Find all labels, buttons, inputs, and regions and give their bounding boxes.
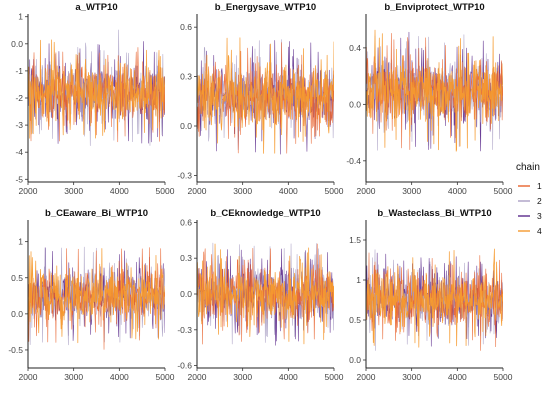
x-tick-label: 5000 [156, 186, 175, 196]
series-4-trace [28, 39, 165, 139]
trace-panel: a_WTP10 -5 -4 -3 -2 -1 0.0 1 2000 3000 4000 5000 [11, 2, 175, 196]
x-tick-label: 3000 [233, 372, 252, 382]
trace-lines [197, 37, 334, 155]
y-tick-label: 0.0 [180, 121, 192, 131]
y-tick-label: 0.0 [349, 355, 361, 365]
trace-lines [28, 246, 165, 350]
y-tick-label: 0.0 [180, 289, 192, 299]
y-tick-label: 0.3 [180, 72, 192, 82]
x-tick-label: 3000 [64, 186, 83, 196]
y-tick-label: 0.5 [349, 315, 361, 325]
trace-lines [366, 29, 503, 152]
legend-label-2: 2 [537, 196, 542, 206]
x-tick-label: 3000 [233, 186, 252, 196]
trace-panel: b_Energysave_WTP10 -0.3 0.0 0.3 0.6 2000 3000 4… [177, 2, 343, 196]
x-tick-label: 5000 [325, 372, 344, 382]
y-tick-label: -0.3 [177, 170, 192, 180]
x-tick-label: 2000 [188, 186, 207, 196]
legend-label-4: 4 [537, 226, 542, 236]
y-tick-label: 0.5 [11, 273, 23, 283]
series-4-trace [366, 248, 503, 348]
trace-lines [197, 242, 334, 346]
panel-title: b_CEknowledge_WTP10 [210, 208, 320, 219]
y-tick-label: 0.3 [180, 253, 192, 263]
y-tick-label: -4 [15, 147, 23, 157]
series-4-trace [366, 29, 503, 152]
x-tick-label: 3000 [402, 186, 421, 196]
y-tick-label: 1 [356, 275, 361, 285]
legend-label-3: 3 [537, 211, 542, 221]
trace-panel: b_CEaware_Bi_WTP10 -0.5 0.0 0.5 1 2000 3000 400… [8, 208, 174, 382]
y-tick-label: -1 [15, 66, 23, 76]
series-4-trace [197, 243, 334, 345]
y-tick-label: -5 [15, 174, 23, 184]
y-tick-label: -3 [15, 120, 23, 130]
panel-title: b_Wasteclass_Bi_WTP10 [377, 208, 491, 219]
series-4-trace [197, 37, 334, 154]
y-tick-label: 0.6 [180, 22, 192, 32]
x-tick-label: 5000 [325, 186, 344, 196]
y-tick-label: 1 [18, 237, 23, 247]
x-tick-label: 4000 [110, 186, 129, 196]
panel-title: b_Enviprotect_WTP10 [384, 2, 484, 13]
panel-title: b_CEaware_Bi_WTP10 [45, 208, 148, 219]
y-tick-label: -0.3 [177, 325, 192, 335]
y-tick-label: 1 [18, 12, 23, 22]
panel-title: b_Energysave_WTP10 [215, 2, 316, 13]
y-tick-label: -2 [15, 93, 23, 103]
legend: chain 1 2 3 4 [516, 162, 542, 236]
panel-title: a_WTP10 [75, 2, 117, 13]
x-tick-label: 3000 [402, 372, 421, 382]
x-tick-label: 3000 [64, 372, 83, 382]
legend-title: chain [516, 162, 540, 173]
x-tick-label: 4000 [448, 372, 467, 382]
y-tick-label: 0.0 [11, 309, 23, 319]
x-tick-label: 5000 [494, 186, 513, 196]
trace-panel: b_Wasteclass_Bi_WTP10 0.0 0.5 1 1.5 2000 3000 4… [349, 208, 513, 382]
y-tick-label: -0.5 [8, 345, 23, 355]
x-tick-label: 4000 [279, 186, 298, 196]
x-tick-label: 2000 [19, 372, 38, 382]
y-tick-label: 0.0 [349, 99, 361, 109]
y-tick-label: -0.6 [177, 361, 192, 371]
x-tick-label: 5000 [494, 372, 513, 382]
x-tick-label: 5000 [156, 372, 175, 382]
series-1-trace [28, 247, 165, 350]
x-tick-label: 4000 [279, 372, 298, 382]
y-tick-label: 0.6 [180, 217, 192, 227]
x-tick-label: 2000 [19, 186, 38, 196]
x-tick-label: 2000 [357, 372, 376, 382]
y-tick-label: -0.4 [346, 156, 361, 166]
x-tick-label: 4000 [448, 186, 467, 196]
trace-panel: b_Enviprotect_WTP10 -0.4 0.0 0.4 2000 3000 400… [346, 2, 512, 196]
x-tick-label: 2000 [188, 372, 207, 382]
trace-lines [366, 248, 503, 351]
y-tick-label: 1.5 [349, 235, 361, 245]
x-tick-label: 4000 [110, 372, 129, 382]
series-4-trace [28, 248, 165, 345]
legend-label-1: 1 [537, 181, 542, 191]
x-tick-label: 2000 [357, 186, 376, 196]
y-tick-label: 0.4 [349, 43, 361, 53]
trace-panel: b_CEknowledge_WTP10 -0.6 -0.3 0.0 0.3 0.6 2000… [177, 208, 343, 382]
y-tick-label: 0.0 [11, 39, 23, 49]
trace-lines [28, 29, 165, 146]
